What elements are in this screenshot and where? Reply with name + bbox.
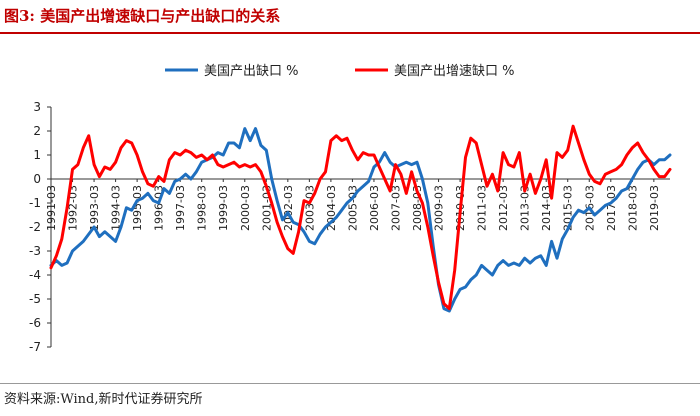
y-tick-label: -5 <box>29 292 41 306</box>
y-tick-label: -6 <box>29 316 41 330</box>
source-note: 资料来源:Wind,新时代证券研究所 <box>4 392 203 407</box>
y-tick-label: -2 <box>29 220 41 234</box>
x-tick-label: 2002-03 <box>282 185 295 231</box>
x-tick-label: 1997-03 <box>174 185 187 231</box>
series-line-growth-gap <box>49 124 672 311</box>
source-divider <box>0 383 700 384</box>
y-tick-label: 1 <box>33 148 41 162</box>
x-tick-label: 1994-03 <box>110 185 123 231</box>
y-tick-label: 2 <box>33 124 41 138</box>
x-tick-label: 1999-03 <box>217 185 230 231</box>
x-tick-label: 1998-03 <box>196 185 209 231</box>
y-tick-label: -7 <box>29 340 41 354</box>
x-tick-label: 2005-03 <box>346 185 359 231</box>
legend: 美国产出缺口 % 美国产出增速缺口 % <box>165 64 515 79</box>
x-tick-label: 2012-03 <box>497 185 510 231</box>
x-tick-label: 2018-03 <box>626 185 639 231</box>
x-tick-label: 2011-03 <box>476 185 489 231</box>
x-tick-label: 1991-03 <box>45 185 58 231</box>
series-line-output-gap <box>49 127 672 313</box>
title-bar: 图3: 美国产出增速缺口与产出缺口的关系 <box>0 0 700 34</box>
x-tick-label: 2007-03 <box>389 185 402 231</box>
y-tick-label: 3 <box>33 100 41 114</box>
legend-label-output-gap: 美国产出缺口 % <box>204 64 299 79</box>
x-tick-label: 2013-03 <box>519 185 532 231</box>
chart-title: 图3: 美国产出增速缺口与产出缺口的关系 <box>4 7 281 25</box>
x-tick-label: 1993-03 <box>88 185 101 231</box>
y-tick-label: 0 <box>33 172 41 186</box>
x-tick-label: 2009-03 <box>433 185 446 231</box>
line-chart: 美国产出缺口 % 美国产出增速缺口 % 3 2 1 0 -1 -2 -3 -4 -5 -6 -7 19… <box>29 64 672 354</box>
y-tick-label: -4 <box>29 268 41 282</box>
x-tick-label: 2015-03 <box>562 185 575 231</box>
series-group <box>49 124 672 313</box>
x-tick-label: 2006-03 <box>368 185 381 231</box>
x-tick-label: 2000-03 <box>239 185 252 231</box>
y-tick-label: -1 <box>29 196 41 210</box>
x-axis: 1991-03 1992-03 1993-03 1994-03 1995-03 1996-… <box>45 178 670 231</box>
y-axis: 3 2 1 0 -1 -2 -3 -4 -5 -6 -7 <box>29 100 52 354</box>
x-tick-label: 2019-03 <box>648 185 661 231</box>
y-tick-label: -3 <box>29 244 41 258</box>
x-tick-label: 1995-03 <box>131 185 144 231</box>
x-tick-label: 2017-03 <box>605 185 618 231</box>
legend-label-growth-gap: 美国产出增速缺口 % <box>394 64 515 79</box>
